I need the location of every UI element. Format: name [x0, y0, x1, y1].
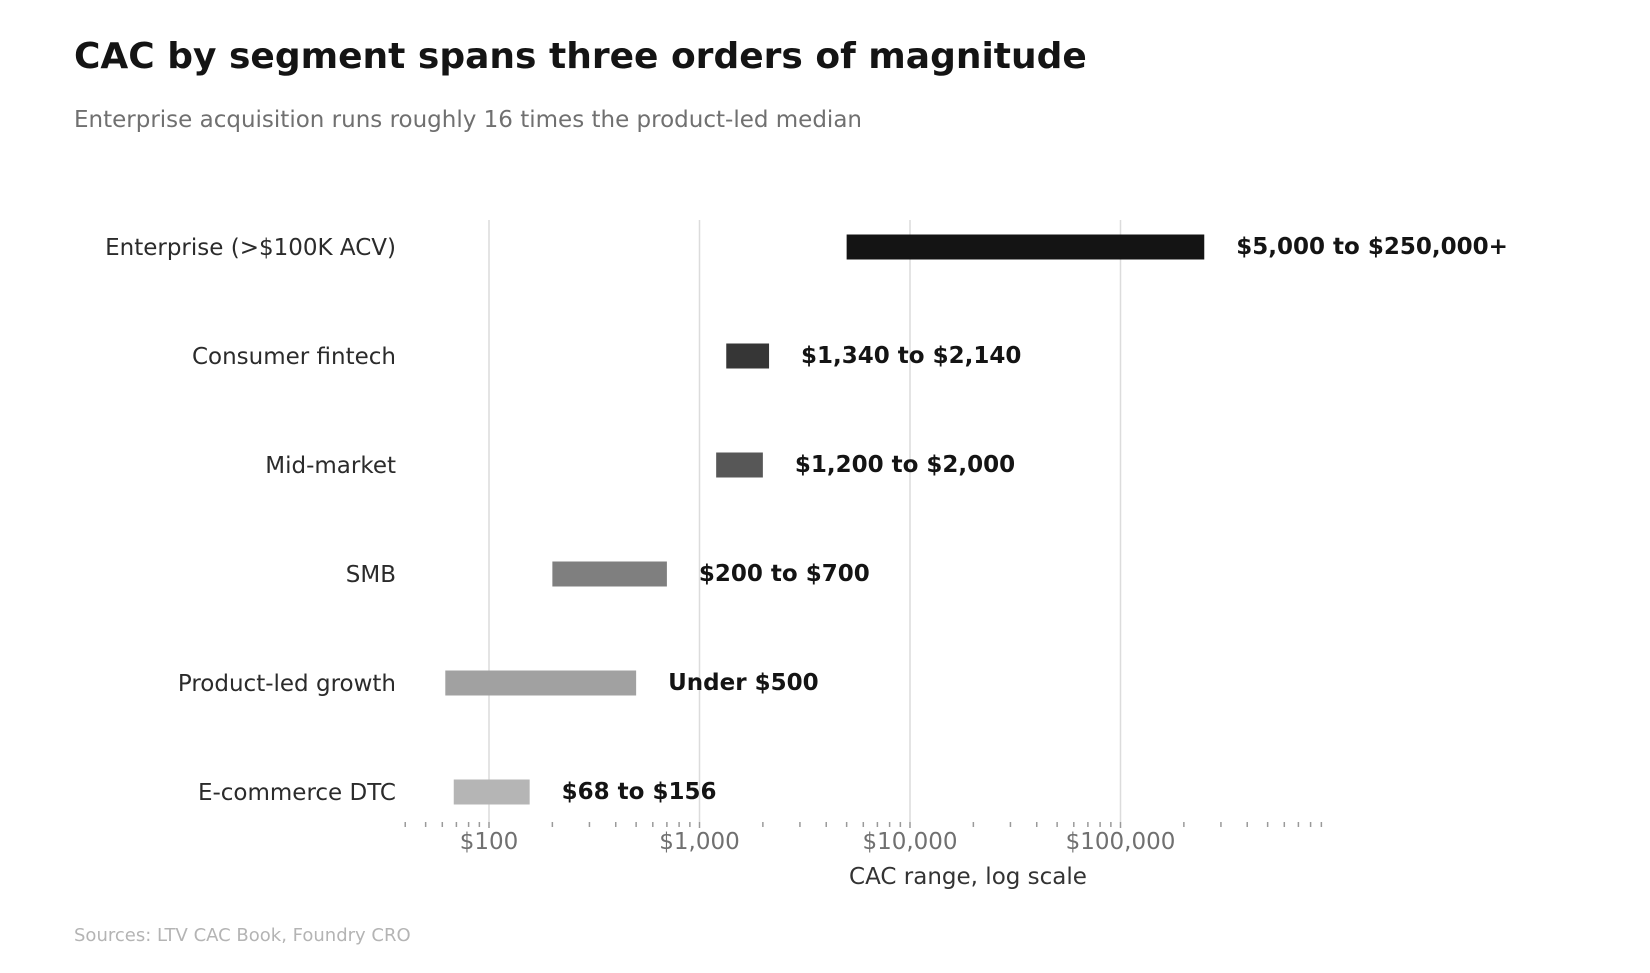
x-axis-label: CAC range, log scale — [849, 864, 1087, 890]
category-labels: Enterprise (>$100K ACV) Consumer fintech M… — [105, 235, 396, 806]
x-tick-label: $1,000 — [659, 829, 739, 855]
category-label: Product-led growth — [178, 671, 396, 697]
range-bar — [453, 779, 530, 805]
x-tick-label: $100,000 — [1066, 829, 1176, 855]
range-bar — [716, 452, 763, 478]
source-note: Sources: LTV CAC Book, Foundry CRO — [74, 925, 411, 946]
value-label: $1,340 to $2,140 — [801, 343, 1021, 369]
value-label: $5,000 to $250,000+ — [1236, 234, 1508, 260]
value-label: Under $500 — [668, 670, 818, 696]
value-label: $200 to $700 — [699, 561, 870, 587]
category-label: SMB — [346, 562, 396, 588]
value-label: $68 to $156 — [562, 779, 717, 805]
category-label: Enterprise (>$100K ACV) — [105, 235, 396, 261]
range-bars — [445, 234, 1205, 805]
range-bar — [445, 670, 637, 696]
gridlines — [488, 220, 1122, 822]
x-tick-label: $10,000 — [862, 829, 957, 855]
x-axis: $100 $1,000 $10,000 $100,000 — [404, 822, 1323, 855]
chart-title: CAC by segment spans three orders of mag… — [74, 36, 1087, 77]
category-label: E-commerce DTC — [198, 780, 396, 806]
range-bar — [846, 234, 1205, 260]
category-label: Consumer fintech — [192, 344, 396, 370]
value-labels: $5,000 to $250,000+ $1,340 to $2,140 $1,20… — [562, 234, 1508, 805]
x-tick-label: $100 — [460, 829, 519, 855]
chart-subtitle: Enterprise acquisition runs roughly 16 t… — [74, 107, 862, 133]
value-label: $1,200 to $2,000 — [795, 452, 1015, 478]
range-bar — [726, 343, 770, 369]
range-bar — [552, 561, 667, 587]
category-label: Mid-market — [265, 453, 396, 479]
